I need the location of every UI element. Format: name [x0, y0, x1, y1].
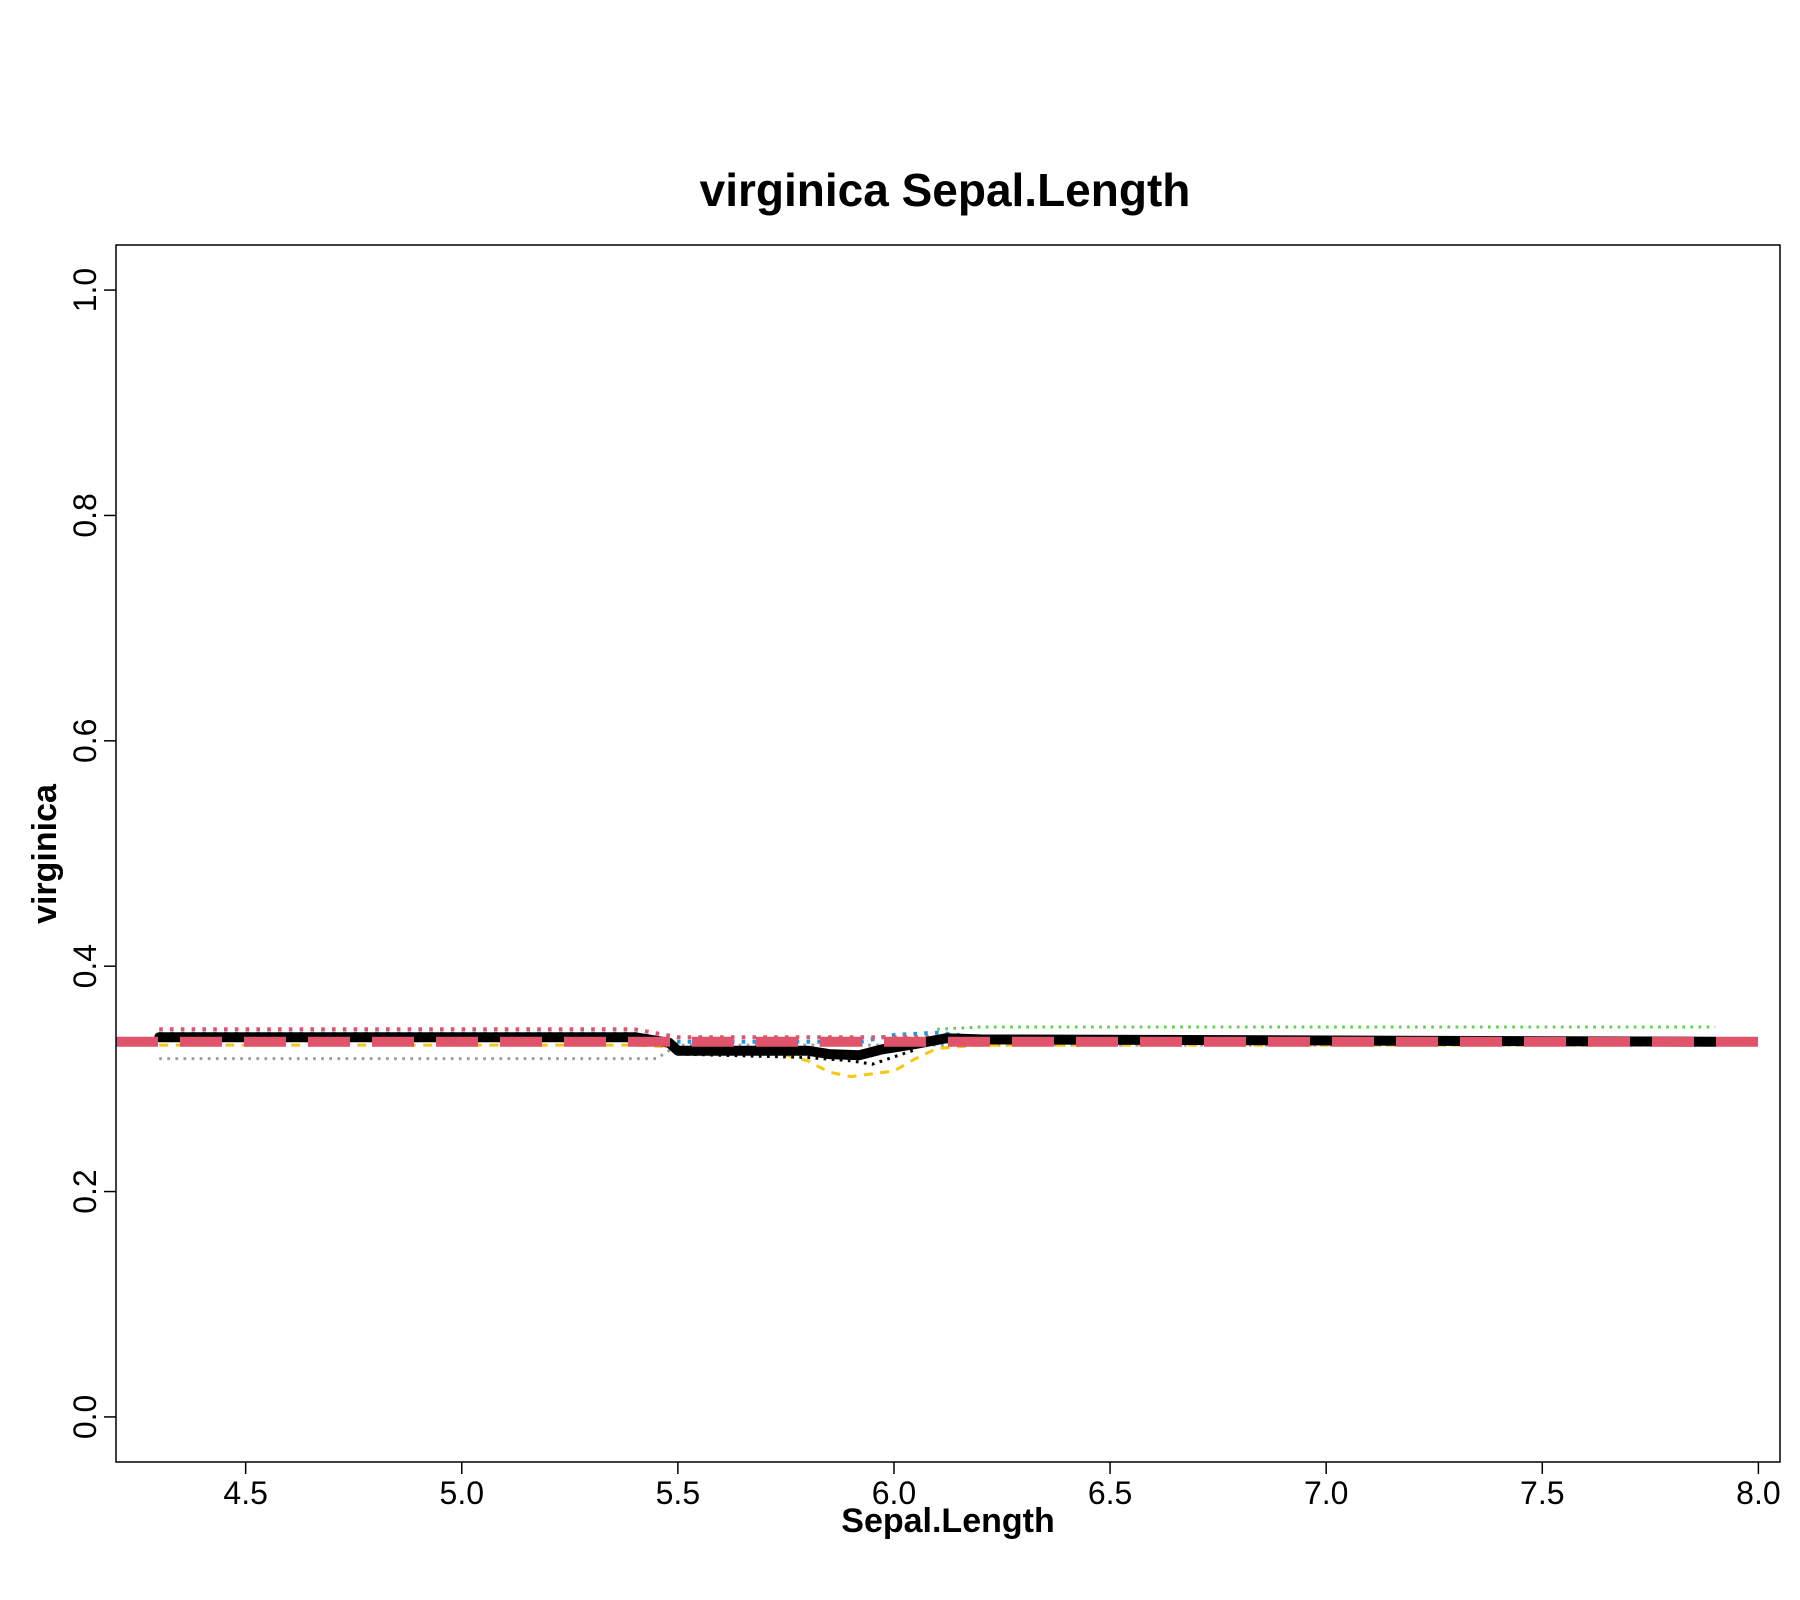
x-tick-label: 7.5 [1520, 1475, 1564, 1511]
x-axis: 4.5 5.0 5.5 6.0 6.5 7.0 7.5 8.0 [223, 1462, 1781, 1511]
y-tick-label: 0.6 [67, 719, 103, 763]
x-tick-label: 6.5 [1088, 1475, 1132, 1511]
y-axis-label: virginica [26, 783, 64, 924]
y-axis: 0.0 0.2 0.4 0.6 0.8 1.0 [67, 268, 116, 1439]
chart-title: virginica Sepal.Length [700, 164, 1191, 216]
series-line-5 [937, 1025, 1716, 1031]
series-line-2 [159, 1043, 1716, 1079]
x-tick-label: 5.5 [656, 1475, 700, 1511]
y-tick-label: 0.0 [67, 1395, 103, 1439]
y-tick-label: 0.8 [67, 493, 103, 537]
x-tick-label: 8.0 [1736, 1475, 1780, 1511]
y-tick-label: 0.4 [67, 944, 103, 988]
x-tick-label: 6.0 [872, 1475, 916, 1511]
x-tick-label: 7.0 [1304, 1475, 1348, 1511]
x-tick-label: 4.5 [223, 1475, 267, 1511]
x-axis-label: Sepal.Length [841, 1502, 1054, 1540]
x-tick-label: 5.0 [440, 1475, 484, 1511]
series-line-1 [159, 1043, 1716, 1061]
plot-frame [115, 244, 1781, 1463]
series-layer [116, 1025, 1780, 1079]
y-tick-label: 0.2 [67, 1169, 103, 1213]
y-tick-label: 1.0 [67, 268, 103, 312]
